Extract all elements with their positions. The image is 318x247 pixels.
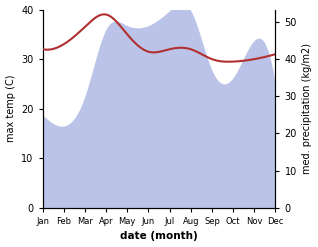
- Y-axis label: max temp (C): max temp (C): [5, 75, 16, 143]
- Y-axis label: med. precipitation (kg/m2): med. precipitation (kg/m2): [302, 43, 313, 174]
- X-axis label: date (month): date (month): [120, 231, 198, 242]
